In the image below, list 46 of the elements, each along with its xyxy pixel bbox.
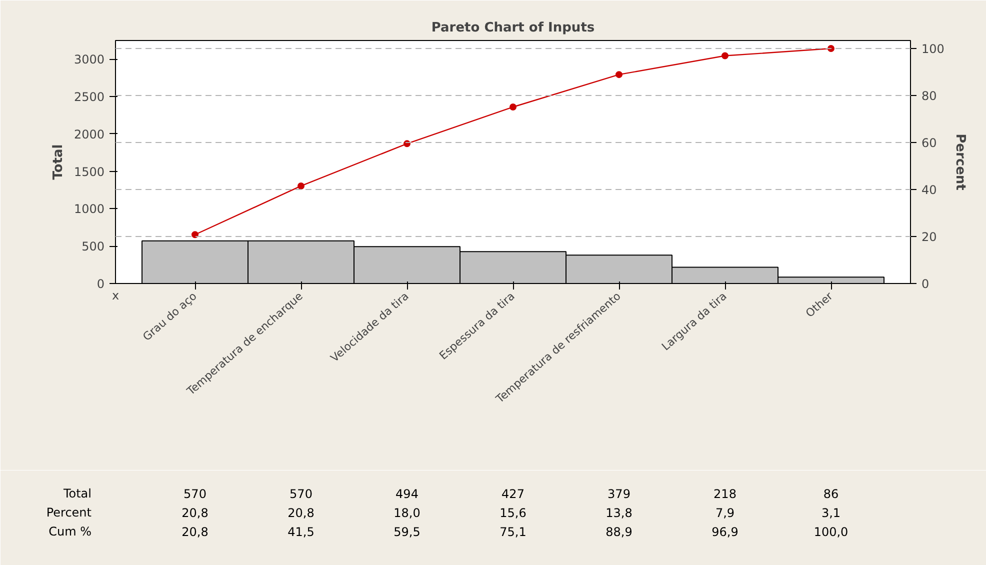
y2-axis-title: Percent (952, 134, 968, 190)
y-tick-label: 3000 (74, 52, 105, 67)
data-label: 570 (184, 487, 206, 501)
point (192, 231, 198, 238)
y2-tick-label: 20 (922, 230, 937, 244)
point (616, 71, 622, 78)
y-tick-label: 1000 (74, 202, 105, 216)
data-label: 494 (396, 487, 418, 501)
text: 20,8 (182, 506, 208, 520)
data-label: 570 (290, 487, 312, 501)
y-axis-title: Total (50, 144, 66, 180)
data-label: 59,5 (394, 525, 420, 539)
text: Total (62, 486, 92, 500)
y-tick-label: 1500 (74, 164, 105, 179)
y-tick-label: 2000 (74, 127, 105, 142)
y-tick-label: 2500 (74, 90, 105, 104)
text: 20,8 (288, 506, 314, 520)
data-label: 88,9 (606, 525, 632, 539)
data-label: 379 (608, 487, 630, 501)
text: 3,1 (821, 506, 841, 520)
y2-tick-label: 60 (922, 136, 937, 150)
y-tick-label: 500 (82, 240, 104, 254)
point (298, 182, 304, 190)
text: Percent (46, 506, 92, 520)
data-label: 20,8 (182, 525, 208, 539)
point (722, 52, 728, 60)
text: 13,8 (606, 506, 632, 520)
y2-tick-label: 40 (922, 182, 937, 197)
point (510, 104, 516, 110)
data-label: 100,0 (814, 525, 848, 539)
y2-tick-label: 100 (922, 42, 944, 56)
x-axis-title: x (112, 288, 120, 303)
data-label: 86 (823, 487, 839, 501)
data-label: 96,9 (712, 525, 738, 539)
chart-title: Pareto Chart of Inputs (431, 20, 595, 36)
text: 18,0 (394, 506, 420, 520)
data-label: 75,1 (500, 525, 526, 539)
y2-tick-label: 0 (922, 277, 930, 291)
data-label: 218 (714, 487, 736, 501)
text: Cum % (48, 524, 92, 538)
data-label: 41,5 (288, 525, 314, 539)
y-tick-label: 0 (96, 277, 105, 291)
text: 7,9 (715, 506, 735, 520)
text: 15,6 (500, 506, 526, 520)
y2-tick-label: 80 (922, 88, 937, 103)
data-label: 427 (502, 487, 524, 501)
